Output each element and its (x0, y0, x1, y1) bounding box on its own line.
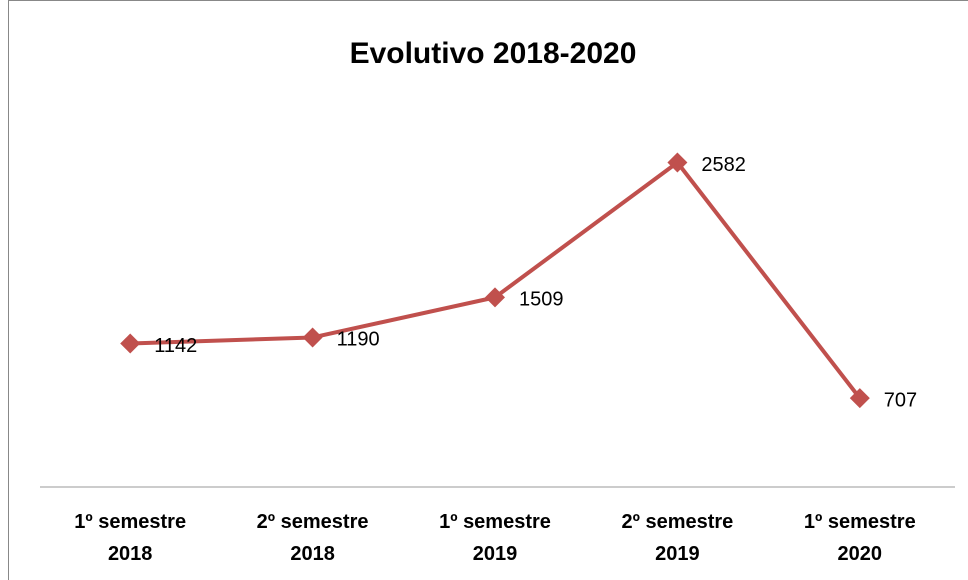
marker (667, 152, 688, 173)
marker (485, 287, 505, 308)
data-label: 2582 (701, 154, 746, 176)
data-label: 707 (884, 389, 917, 411)
x-tick-label: 2º semestre 2019 (621, 511, 734, 565)
x-tick-label: 1º semestre 2018 (74, 511, 187, 565)
chart-title: Evolutivo 2018-2020 (350, 37, 637, 70)
x-tick-label: 1º semestre 2020 (803, 511, 916, 565)
chart-border (8, 0, 968, 580)
data-label: 1190 (337, 329, 380, 351)
data-label: 1509 (519, 289, 564, 311)
x-tick-label: 1º semestre 2019 (439, 511, 551, 565)
marker (120, 333, 141, 354)
data-label: 1142 (154, 335, 197, 357)
marker (849, 388, 870, 409)
marker (302, 327, 323, 348)
x-tick-label: 2º semestre 2018 (256, 511, 369, 565)
